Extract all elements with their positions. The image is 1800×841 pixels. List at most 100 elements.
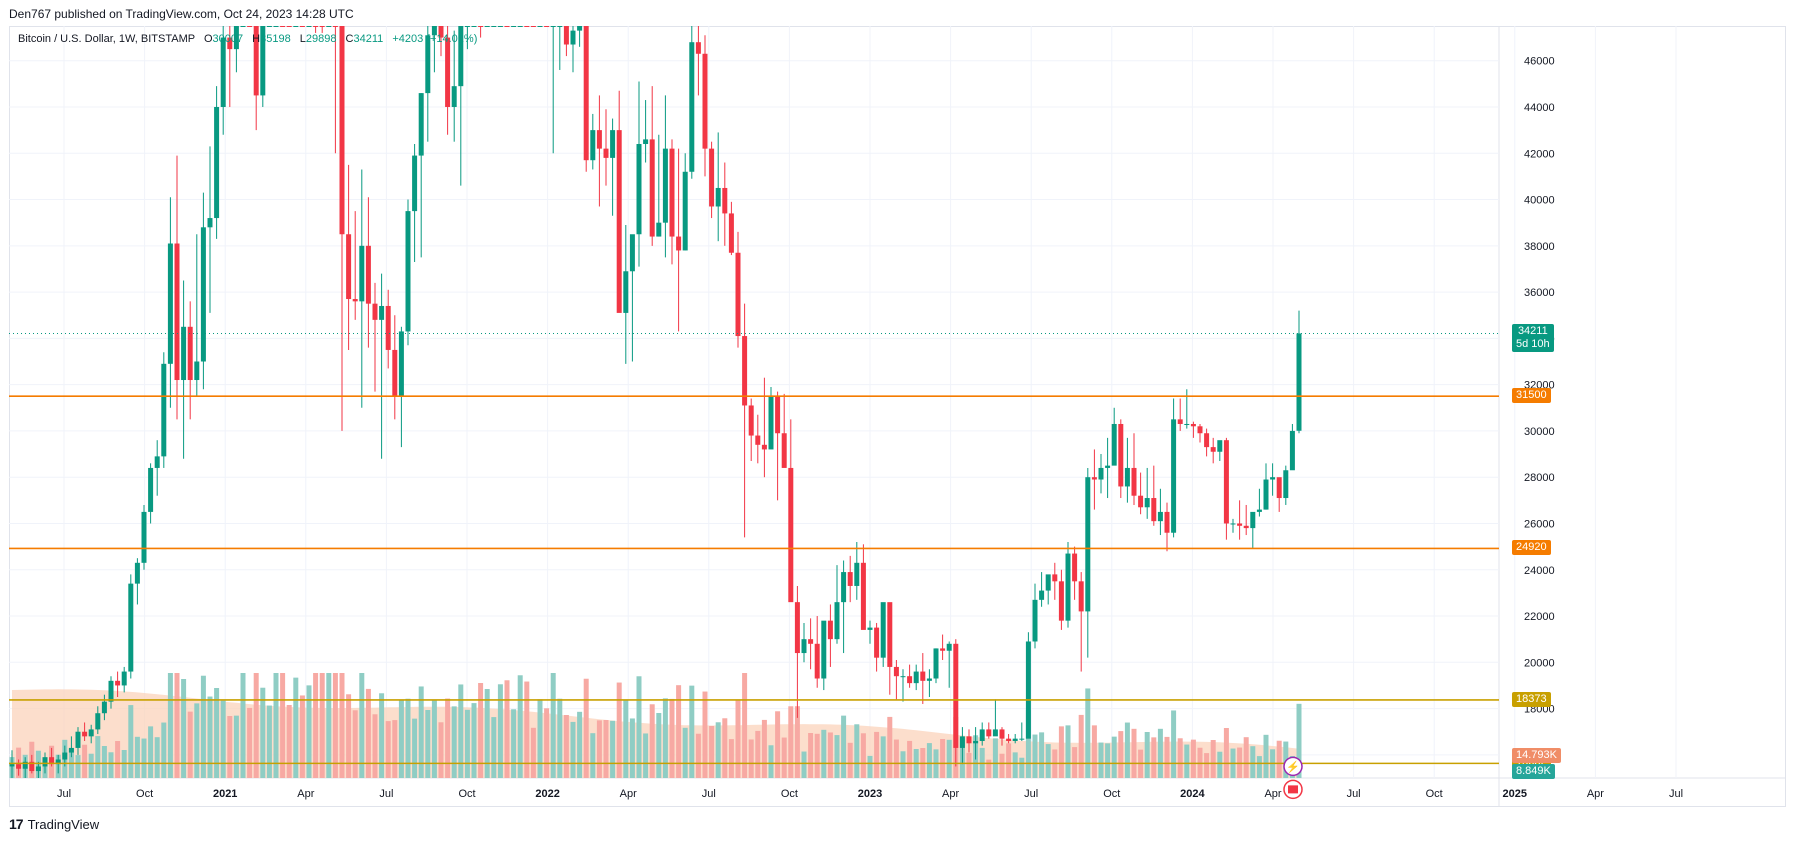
candle-body (1019, 738, 1025, 740)
candle-body (1197, 426, 1203, 434)
volume-bar (814, 733, 820, 778)
candle-body (583, 26, 589, 161)
candle-body (563, 26, 569, 45)
candle-body (1190, 423, 1196, 427)
volume-bar (1283, 741, 1289, 778)
candle-body (1171, 419, 1177, 533)
candlestick-chart[interactable]: 1600018000200002200024000260002800030000… (9, 26, 1786, 807)
candle-body (1085, 477, 1091, 612)
candle-body (1151, 498, 1157, 522)
candle-body (1276, 477, 1282, 499)
volume-bar (148, 726, 154, 778)
volume-bar (108, 752, 114, 778)
candle-body (702, 53, 708, 149)
volume-bar (392, 720, 398, 778)
volume-bar (999, 753, 1005, 778)
volume-bar (379, 693, 385, 778)
volume-bar (1078, 714, 1084, 778)
x-tick-label: Apr (1587, 788, 1604, 800)
candle-body (108, 680, 114, 702)
volume-bar (1045, 744, 1051, 778)
y-tick-label: 46000 (1524, 56, 1555, 68)
volume-bar (458, 684, 464, 778)
candle-body (1124, 467, 1130, 487)
candle-body (900, 676, 906, 678)
volume-bar (544, 708, 550, 778)
candle-body (986, 729, 992, 737)
volume-value-tag: 8.849K (1512, 764, 1555, 779)
volume-bar (134, 736, 140, 778)
candle-body (649, 139, 655, 237)
volume-bar (1164, 736, 1170, 778)
volume-bar (1171, 710, 1177, 778)
candle-body (161, 363, 167, 457)
volume-bar (154, 737, 160, 778)
volume-bar (174, 673, 180, 778)
level-price-tag: 18373 (1512, 691, 1551, 707)
chart-border (9, 26, 1786, 807)
x-tick-label: 2024 (1180, 788, 1205, 800)
publisher-line: Den767 published on TradingView.com, Oct… (9, 7, 354, 21)
candle-body (643, 139, 649, 145)
volume-bar (504, 680, 510, 778)
candle-body (1177, 419, 1183, 424)
candle-body (1058, 581, 1064, 621)
candle-body (1217, 440, 1223, 452)
volume-bar (478, 683, 484, 778)
candle-body (174, 243, 180, 381)
candle-body (319, 26, 325, 27)
volume-bar (992, 738, 998, 778)
volume-bar (676, 685, 682, 778)
volume-bar (794, 706, 800, 778)
volume-bar (339, 673, 345, 778)
x-tick-label: 2025 (1503, 788, 1527, 800)
chart-pane[interactable]: 1600018000200002200024000260002800030000… (9, 26, 1786, 807)
candle-body (913, 671, 919, 684)
candle-body (880, 602, 886, 658)
volume-bar (656, 713, 662, 778)
volume-bar (1085, 688, 1091, 778)
volume-bar (1250, 746, 1256, 778)
candle-body (9, 764, 15, 767)
volume-bar (788, 706, 794, 778)
candle-body (484, 26, 490, 27)
volume-bar (451, 706, 457, 778)
candle-body (95, 713, 101, 730)
x-tick-label: 2021 (213, 788, 237, 800)
candle-body (1025, 641, 1031, 739)
volume-bar (715, 722, 721, 778)
candle-body (35, 766, 41, 772)
candle-body (1091, 477, 1097, 480)
candle-body (464, 26, 470, 27)
volume-bar (603, 720, 609, 778)
volume-bar (352, 710, 358, 778)
volume-bar (900, 751, 906, 778)
candle-body (167, 243, 173, 364)
candle-body (55, 759, 61, 765)
footer-brand[interactable]: 17 TradingView (9, 816, 99, 832)
volume-bar (280, 673, 286, 778)
volume-bar (75, 755, 81, 778)
candle-body (240, 26, 246, 27)
candle-body (537, 26, 543, 27)
legend-high-label: H (252, 33, 261, 45)
candle-body (577, 26, 583, 31)
candle-body (814, 643, 820, 679)
x-tick-label: Oct (136, 788, 153, 800)
candle-body (1032, 599, 1038, 642)
candle-body (293, 26, 299, 27)
candle-body (49, 757, 55, 765)
volume-bar (808, 733, 814, 778)
volume-bar (1296, 703, 1302, 778)
candle-body (511, 26, 517, 27)
candle-body (82, 731, 88, 737)
candle-body (445, 37, 451, 107)
candle-body (907, 676, 913, 684)
legend-low-label: L (299, 33, 306, 45)
candle-body (121, 671, 127, 686)
candle-body (788, 467, 794, 603)
volume-bar (530, 727, 536, 778)
volume-bar (187, 711, 193, 778)
candle-body (306, 26, 312, 27)
volume-bar (695, 733, 701, 778)
